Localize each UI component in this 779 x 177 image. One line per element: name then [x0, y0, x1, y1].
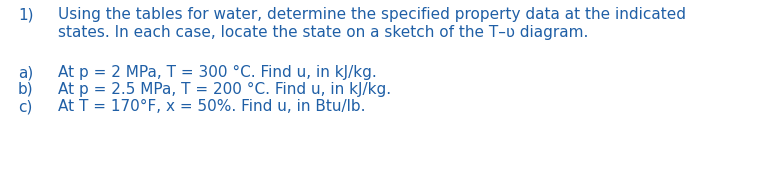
Text: a): a) [18, 65, 33, 80]
Text: 1): 1) [18, 7, 33, 22]
Text: At p = 2.5 MPa, T = 200 °C. Find u, in kJ/kg.: At p = 2.5 MPa, T = 200 °C. Find u, in k… [58, 82, 391, 97]
Text: At p = 2 MPa, T = 300 °C. Find u, in kJ/kg.: At p = 2 MPa, T = 300 °C. Find u, in kJ/… [58, 65, 377, 80]
Text: states. In each case, locate the state on a sketch of the T–ʋ diagram.: states. In each case, locate the state o… [58, 25, 588, 40]
Text: b): b) [18, 82, 33, 97]
Text: At T = 170°F, x = 50%. Find u, in Btu/lb.: At T = 170°F, x = 50%. Find u, in Btu/lb… [58, 99, 365, 114]
Text: Using the tables for water, determine the specified property data at the indicat: Using the tables for water, determine th… [58, 7, 686, 22]
Text: c): c) [18, 99, 33, 114]
